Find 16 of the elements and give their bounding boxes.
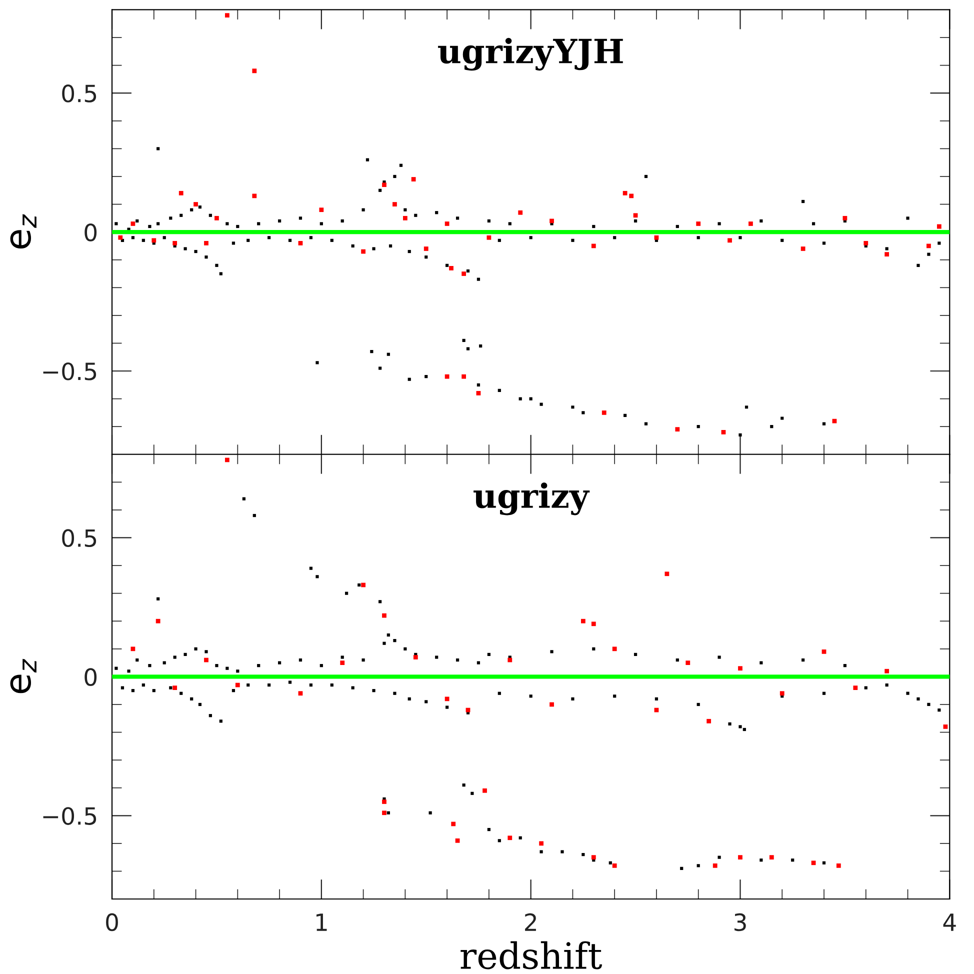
x-tick-label: 2 <box>525 913 536 931</box>
y-tick-label: 0 <box>84 668 97 686</box>
y-tick-label: 0.5 <box>62 84 96 102</box>
text: ugrizy <box>474 482 590 516</box>
x-tick-label: 1 <box>316 914 327 931</box>
y-axis-title: e$_{z}$ <box>10 214 36 248</box>
y-tick-label: 0 <box>84 224 97 242</box>
x-tick-label: 0 <box>106 913 118 932</box>
y-tick-label: −0.5 <box>43 362 96 380</box>
y-tick-label: 0.5 <box>62 529 96 548</box>
x-axis-title: redshift <box>460 941 602 970</box>
y-axis-title: e$_{z}$ <box>10 658 36 694</box>
x-tick-label: 4 <box>943 914 956 931</box>
text: ugrizyYJH <box>438 38 623 71</box>
x-tick-label: 3 <box>734 913 746 932</box>
y-tick-label: −0.5 <box>43 807 96 825</box>
